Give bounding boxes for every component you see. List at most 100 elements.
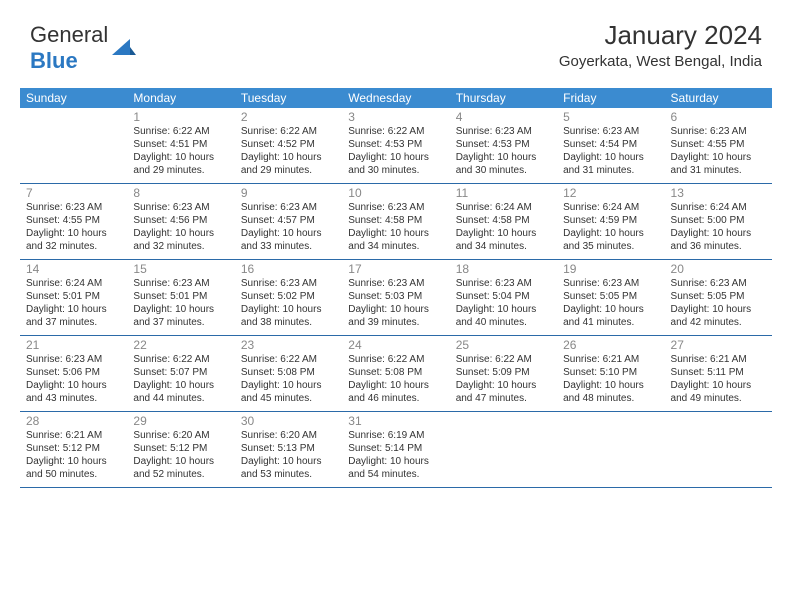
calendar-day-cell: 17Sunrise: 6:23 AMSunset: 5:03 PMDayligh…	[342, 260, 449, 336]
day-info: Sunrise: 6:23 AMSunset: 4:53 PMDaylight:…	[450, 125, 557, 183]
day-info: Sunrise: 6:23 AMSunset: 5:05 PMDaylight:…	[557, 277, 664, 335]
sunset-text: Sunset: 4:55 PM	[671, 138, 766, 151]
calendar-day-cell: 9Sunrise: 6:23 AMSunset: 4:57 PMDaylight…	[235, 184, 342, 260]
calendar-day-cell: 4Sunrise: 6:23 AMSunset: 4:53 PMDaylight…	[450, 108, 557, 184]
day-info: Sunrise: 6:21 AMSunset: 5:11 PMDaylight:…	[665, 353, 772, 411]
daylight-text: Daylight: 10 hours and 34 minutes.	[456, 227, 551, 253]
sunset-text: Sunset: 4:53 PM	[348, 138, 443, 151]
calendar-day-cell: 2Sunrise: 6:22 AMSunset: 4:52 PMDaylight…	[235, 108, 342, 184]
sunrise-text: Sunrise: 6:23 AM	[241, 201, 336, 214]
daylight-text: Daylight: 10 hours and 42 minutes.	[671, 303, 766, 329]
day-info: Sunrise: 6:23 AMSunset: 5:05 PMDaylight:…	[665, 277, 772, 335]
sunrise-text: Sunrise: 6:22 AM	[241, 125, 336, 138]
daylight-text: Daylight: 10 hours and 31 minutes.	[563, 151, 658, 177]
sunrise-text: Sunrise: 6:21 AM	[671, 353, 766, 366]
sunset-text: Sunset: 5:05 PM	[563, 290, 658, 303]
sunset-text: Sunset: 5:05 PM	[671, 290, 766, 303]
day-number: 22	[127, 336, 234, 353]
sunrise-text: Sunrise: 6:24 AM	[671, 201, 766, 214]
calendar-day-cell: 12Sunrise: 6:24 AMSunset: 4:59 PMDayligh…	[557, 184, 664, 260]
sunset-text: Sunset: 5:00 PM	[671, 214, 766, 227]
daylight-text: Daylight: 10 hours and 30 minutes.	[348, 151, 443, 177]
day-info: Sunrise: 6:23 AMSunset: 4:57 PMDaylight:…	[235, 201, 342, 259]
weekday-header-row: SundayMondayTuesdayWednesdayThursdayFrid…	[20, 88, 772, 108]
triangle-icon	[112, 37, 138, 62]
sunrise-text: Sunrise: 6:23 AM	[26, 201, 121, 214]
sunset-text: Sunset: 5:07 PM	[133, 366, 228, 379]
sunrise-text: Sunrise: 6:23 AM	[348, 277, 443, 290]
daylight-text: Daylight: 10 hours and 33 minutes.	[241, 227, 336, 253]
sunrise-text: Sunrise: 6:23 AM	[26, 353, 121, 366]
daylight-text: Daylight: 10 hours and 54 minutes.	[348, 455, 443, 481]
calendar-day-cell: 15Sunrise: 6:23 AMSunset: 5:01 PMDayligh…	[127, 260, 234, 336]
day-info: Sunrise: 6:24 AMSunset: 4:58 PMDaylight:…	[450, 201, 557, 259]
calendar-day-cell: 7Sunrise: 6:23 AMSunset: 4:55 PMDaylight…	[20, 184, 127, 260]
sunset-text: Sunset: 4:53 PM	[456, 138, 551, 151]
calendar-day-cell: 24Sunrise: 6:22 AMSunset: 5:08 PMDayligh…	[342, 336, 449, 412]
calendar-day-cell: 22Sunrise: 6:22 AMSunset: 5:07 PMDayligh…	[127, 336, 234, 412]
sunrise-text: Sunrise: 6:24 AM	[456, 201, 551, 214]
weekday-header: Monday	[127, 88, 234, 108]
calendar-day-cell: .....	[20, 108, 127, 184]
sunset-text: Sunset: 4:54 PM	[563, 138, 658, 151]
calendar-day-cell: 16Sunrise: 6:23 AMSunset: 5:02 PMDayligh…	[235, 260, 342, 336]
header: January 2024 Goyerkata, West Bengal, Ind…	[559, 20, 762, 70]
sunrise-text: Sunrise: 6:23 AM	[671, 125, 766, 138]
day-info: Sunrise: 6:22 AMSunset: 5:07 PMDaylight:…	[127, 353, 234, 411]
calendar-day-cell: 1Sunrise: 6:22 AMSunset: 4:51 PMDaylight…	[127, 108, 234, 184]
sunset-text: Sunset: 4:52 PM	[241, 138, 336, 151]
day-number: 3	[342, 108, 449, 125]
calendar-day-cell: 29Sunrise: 6:20 AMSunset: 5:12 PMDayligh…	[127, 412, 234, 488]
day-number: 20	[665, 260, 772, 277]
sunrise-text: Sunrise: 6:23 AM	[563, 125, 658, 138]
day-info: Sunrise: 6:23 AMSunset: 4:56 PMDaylight:…	[127, 201, 234, 259]
calendar-day-cell: .....	[450, 412, 557, 488]
logo: General Blue	[30, 22, 138, 74]
daylight-text: Daylight: 10 hours and 40 minutes.	[456, 303, 551, 329]
day-info: Sunrise: 6:23 AMSunset: 5:04 PMDaylight:…	[450, 277, 557, 335]
day-number: 26	[557, 336, 664, 353]
logo-word2: Blue	[30, 48, 78, 73]
sunset-text: Sunset: 4:58 PM	[348, 214, 443, 227]
daylight-text: Daylight: 10 hours and 37 minutes.	[133, 303, 228, 329]
weekday-header: Thursday	[450, 88, 557, 108]
sunset-text: Sunset: 4:56 PM	[133, 214, 228, 227]
calendar-day-cell: 8Sunrise: 6:23 AMSunset: 4:56 PMDaylight…	[127, 184, 234, 260]
calendar-day-cell: 20Sunrise: 6:23 AMSunset: 5:05 PMDayligh…	[665, 260, 772, 336]
day-info: Sunrise: 6:22 AMSunset: 5:08 PMDaylight:…	[342, 353, 449, 411]
day-number: 8	[127, 184, 234, 201]
weekday-header: Tuesday	[235, 88, 342, 108]
day-info: Sunrise: 6:23 AMSunset: 5:06 PMDaylight:…	[20, 353, 127, 411]
daylight-text: Daylight: 10 hours and 38 minutes.	[241, 303, 336, 329]
sunrise-text: Sunrise: 6:19 AM	[348, 429, 443, 442]
sunset-text: Sunset: 5:12 PM	[133, 442, 228, 455]
day-number: 17	[342, 260, 449, 277]
daylight-text: Daylight: 10 hours and 34 minutes.	[348, 227, 443, 253]
daylight-text: Daylight: 10 hours and 29 minutes.	[133, 151, 228, 177]
day-number: 1	[127, 108, 234, 125]
daylight-text: Daylight: 10 hours and 32 minutes.	[26, 227, 121, 253]
daylight-text: Daylight: 10 hours and 32 minutes.	[133, 227, 228, 253]
day-info: Sunrise: 6:24 AMSunset: 4:59 PMDaylight:…	[557, 201, 664, 259]
sunrise-text: Sunrise: 6:23 AM	[133, 201, 228, 214]
calendar-day-cell: 14Sunrise: 6:24 AMSunset: 5:01 PMDayligh…	[20, 260, 127, 336]
sunset-text: Sunset: 4:51 PM	[133, 138, 228, 151]
sunrise-text: Sunrise: 6:23 AM	[671, 277, 766, 290]
calendar-day-cell: 18Sunrise: 6:23 AMSunset: 5:04 PMDayligh…	[450, 260, 557, 336]
day-number: 23	[235, 336, 342, 353]
sunset-text: Sunset: 5:01 PM	[26, 290, 121, 303]
day-number: 28	[20, 412, 127, 429]
sunset-text: Sunset: 5:11 PM	[671, 366, 766, 379]
weekday-header: Friday	[557, 88, 664, 108]
calendar-day-cell: 3Sunrise: 6:22 AMSunset: 4:53 PMDaylight…	[342, 108, 449, 184]
calendar-day-cell: 10Sunrise: 6:23 AMSunset: 4:58 PMDayligh…	[342, 184, 449, 260]
daylight-text: Daylight: 10 hours and 41 minutes.	[563, 303, 658, 329]
daylight-text: Daylight: 10 hours and 39 minutes.	[348, 303, 443, 329]
weekday-header: Sunday	[20, 88, 127, 108]
day-number: 12	[557, 184, 664, 201]
day-info: Sunrise: 6:23 AMSunset: 4:55 PMDaylight:…	[20, 201, 127, 259]
sunrise-text: Sunrise: 6:24 AM	[563, 201, 658, 214]
day-number: 29	[127, 412, 234, 429]
sunset-text: Sunset: 5:01 PM	[133, 290, 228, 303]
daylight-text: Daylight: 10 hours and 36 minutes.	[671, 227, 766, 253]
